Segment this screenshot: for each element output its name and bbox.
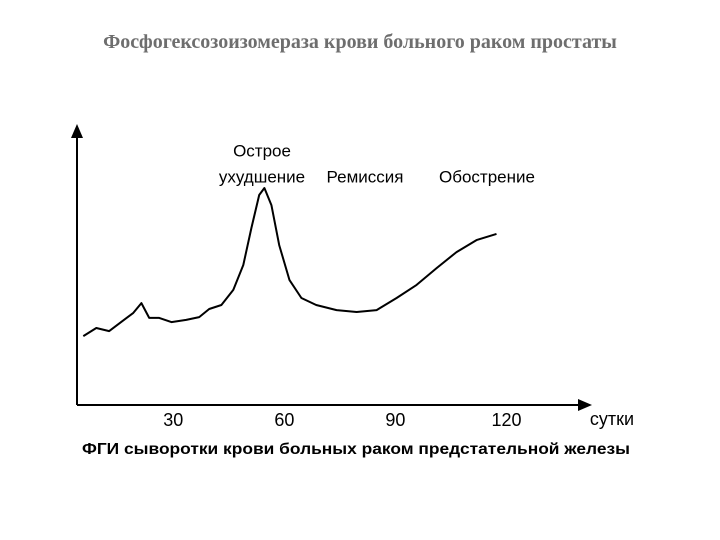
chart-title: Фосфогексозоизомераза крови больного рак…: [103, 31, 617, 53]
annotation: Острое: [233, 141, 291, 160]
y-axis-arrow: [71, 124, 83, 138]
x-tick-label: 30: [163, 410, 183, 430]
x-axis-arrow: [578, 399, 592, 411]
data-line: [82, 187, 497, 337]
caption: ФГИ сыворотки крови больных раком предст…: [82, 441, 630, 458]
x-axis-label: сутки: [590, 409, 634, 429]
x-tick-label: 120: [492, 410, 522, 430]
x-tick-label: 90: [385, 410, 405, 430]
x-tick-label: 60: [274, 410, 294, 430]
annotation: Обострение: [439, 167, 535, 186]
annotation: Ремиссия: [327, 167, 404, 186]
annotation: ухудшение: [219, 167, 305, 186]
